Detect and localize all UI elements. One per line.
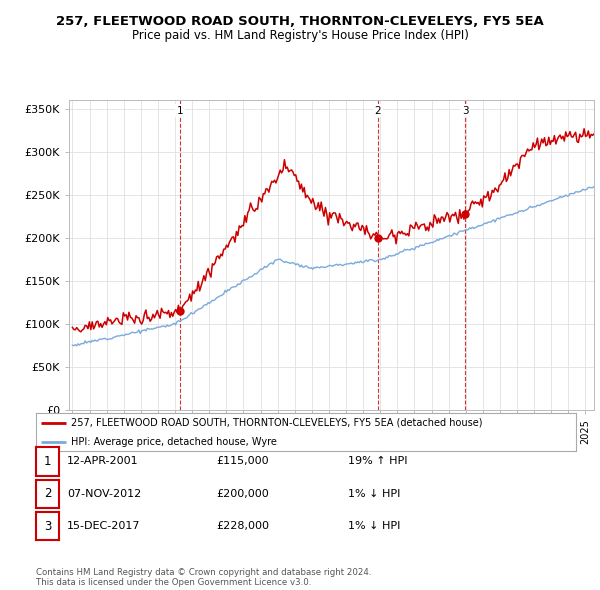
Text: £200,000: £200,000 (216, 489, 269, 499)
Text: 1: 1 (176, 106, 183, 116)
Text: HPI: Average price, detached house, Wyre: HPI: Average price, detached house, Wyre (71, 437, 277, 447)
Text: 19% ↑ HPI: 19% ↑ HPI (348, 457, 407, 466)
Text: 2: 2 (44, 487, 51, 500)
Text: 15-DEC-2017: 15-DEC-2017 (67, 522, 140, 531)
Text: 2: 2 (374, 106, 381, 116)
Text: Contains HM Land Registry data © Crown copyright and database right 2024.
This d: Contains HM Land Registry data © Crown c… (36, 568, 371, 587)
Text: 3: 3 (44, 520, 51, 533)
Text: 1% ↓ HPI: 1% ↓ HPI (348, 522, 400, 531)
Text: 12-APR-2001: 12-APR-2001 (67, 457, 139, 466)
Text: Price paid vs. HM Land Registry's House Price Index (HPI): Price paid vs. HM Land Registry's House … (131, 30, 469, 42)
Text: 257, FLEETWOOD ROAD SOUTH, THORNTON-CLEVELEYS, FY5 5EA (detached house): 257, FLEETWOOD ROAD SOUTH, THORNTON-CLEV… (71, 418, 482, 428)
Text: 1: 1 (44, 455, 51, 468)
Text: 1% ↓ HPI: 1% ↓ HPI (348, 489, 400, 499)
Text: 07-NOV-2012: 07-NOV-2012 (67, 489, 142, 499)
Text: 3: 3 (462, 106, 469, 116)
Text: £228,000: £228,000 (216, 522, 269, 531)
Text: £115,000: £115,000 (216, 457, 269, 466)
Text: 257, FLEETWOOD ROAD SOUTH, THORNTON-CLEVELEYS, FY5 5EA: 257, FLEETWOOD ROAD SOUTH, THORNTON-CLEV… (56, 15, 544, 28)
